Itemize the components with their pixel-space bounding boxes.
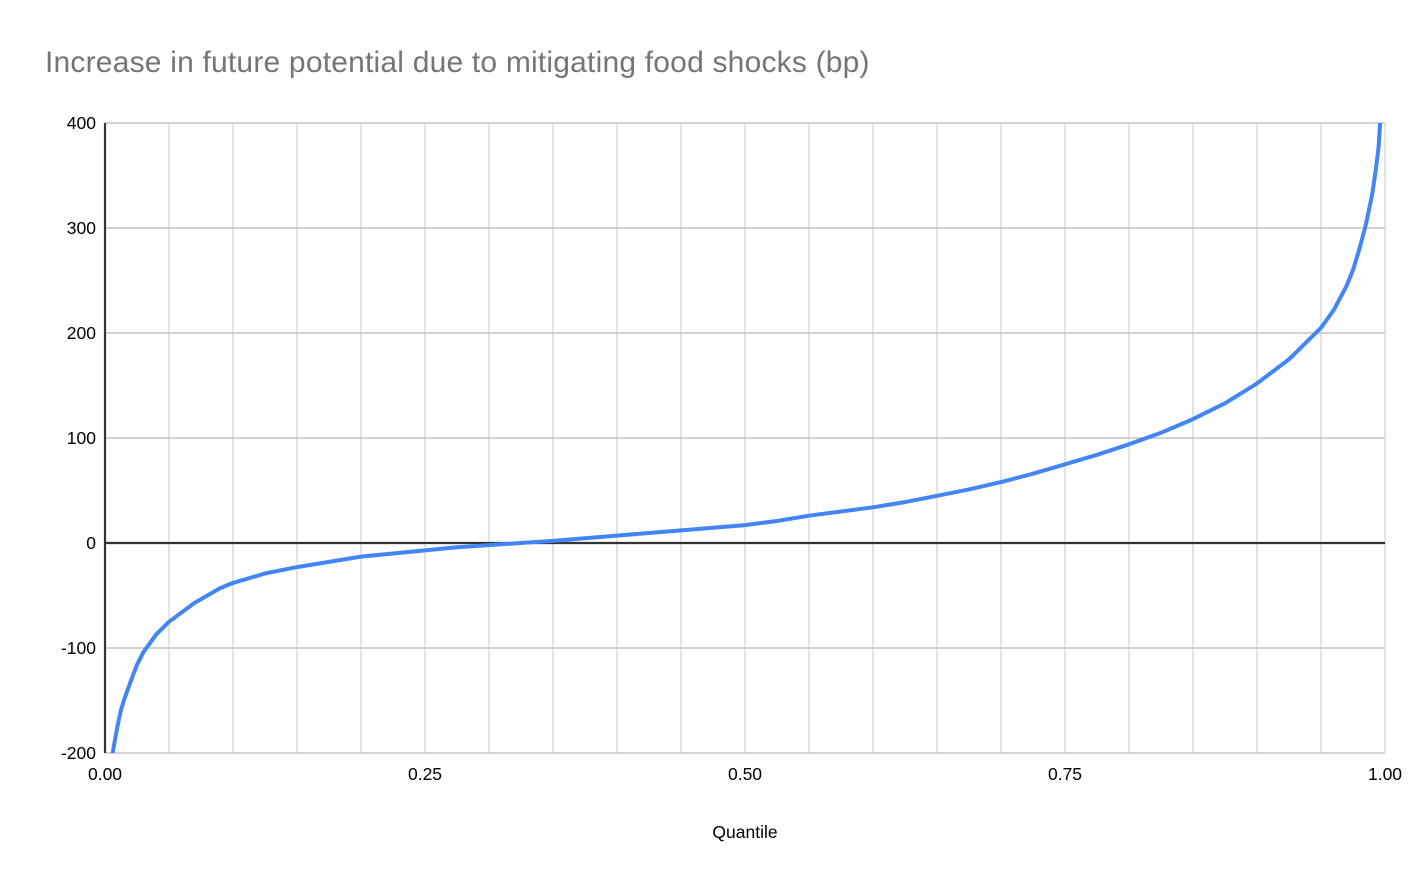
x-tick-label: 0.25 xyxy=(408,764,442,784)
y-tick-label: 0 xyxy=(86,533,96,553)
x-tick-label: 0.50 xyxy=(728,764,762,784)
y-tick-label: 200 xyxy=(67,323,96,343)
x-tick-label: 1.00 xyxy=(1368,764,1402,784)
x-tick-label: 0.75 xyxy=(1048,764,1082,784)
y-tick-label: 100 xyxy=(67,428,96,448)
y-tick-label: 300 xyxy=(67,218,96,238)
x-axis-title: Quantile xyxy=(712,822,778,842)
x-tick-label: 0.00 xyxy=(88,764,122,784)
series-line xyxy=(110,123,1383,753)
chart-title: Increase in future potential due to miti… xyxy=(45,46,870,79)
y-tick-label: -200 xyxy=(61,743,96,763)
y-tick-label: 400 xyxy=(67,113,96,133)
y-tick-label: -100 xyxy=(61,638,96,658)
